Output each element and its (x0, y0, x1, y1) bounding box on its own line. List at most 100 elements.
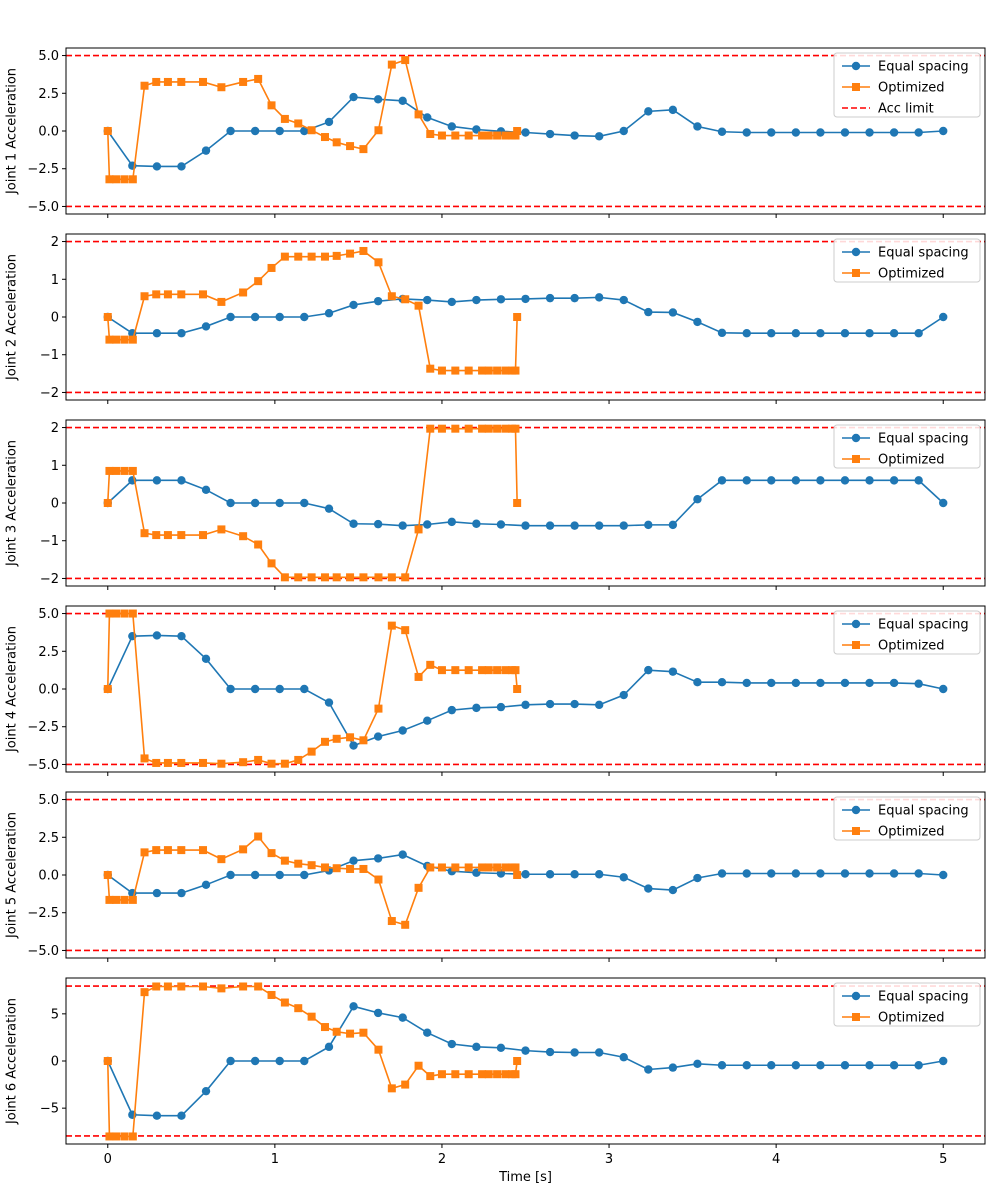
legend-label: Equal spacing (878, 432, 969, 447)
equal-point (423, 1028, 432, 1037)
equal-point (791, 1061, 801, 1070)
optimized-point (112, 335, 121, 344)
equal-point (889, 1061, 899, 1070)
optimized-point (414, 883, 423, 892)
legend-entry-equal-spacing: Equal spacing (842, 432, 969, 447)
optimized-point (464, 424, 473, 433)
optimized-point (112, 609, 121, 618)
equal-point (177, 476, 186, 485)
equal-point (373, 296, 383, 306)
optimized-point (359, 573, 368, 582)
optimized-point (451, 424, 460, 433)
legend: Equal spacing Optimized Acc limit (833, 52, 981, 118)
equal-point (889, 476, 899, 485)
legend-label: Equal spacing (878, 60, 969, 75)
y-axis-label: Joint 4 Acceleration (5, 626, 20, 753)
optimized-point (513, 871, 522, 879)
equal-point (840, 476, 850, 485)
y-tick-label: −1 (40, 348, 59, 363)
legend-swatch-marker (852, 269, 860, 277)
equal-point (398, 521, 407, 530)
optimized-point (163, 846, 172, 855)
equal-point (742, 1061, 751, 1070)
legend-entry-optimized: Optimized (842, 825, 945, 840)
equal-point (644, 884, 653, 893)
equal-point (939, 312, 948, 322)
equal-point (398, 1013, 407, 1022)
optimized-point (332, 734, 341, 743)
optimized-point (152, 531, 161, 540)
optimized-point (451, 1070, 460, 1079)
equal-point (767, 1061, 776, 1070)
optimized-point (280, 252, 289, 261)
equal-point (226, 126, 235, 136)
equal-point (152, 1111, 162, 1120)
optimized-point (511, 1070, 520, 1079)
optimized-point (484, 366, 493, 375)
legend-box (833, 982, 981, 1027)
equal-point (545, 870, 555, 879)
equal-point (324, 698, 334, 707)
equal-point (791, 128, 801, 137)
optimized-point (239, 77, 248, 86)
equal-point (177, 329, 186, 338)
equal-point (275, 684, 284, 694)
equal-point (767, 128, 776, 137)
equal-point (496, 295, 506, 304)
optimized-point (414, 525, 423, 534)
optimized-point (501, 131, 510, 140)
optimized-point (112, 895, 121, 904)
y-tick-label: −5 (40, 1102, 59, 1117)
optimized-point (120, 335, 129, 344)
optimized-point (359, 1028, 368, 1037)
y-tick-label: 0 (51, 311, 59, 326)
legend-label: Optimized (878, 1011, 945, 1026)
equal-point (472, 519, 481, 528)
y-tick-label: −5.0 (27, 944, 59, 959)
optimized-point (280, 573, 289, 582)
optimized-point (177, 758, 186, 767)
optimized-point (387, 292, 396, 301)
equal-point (742, 476, 751, 485)
equal-point (300, 312, 309, 322)
optimized-point (280, 759, 289, 768)
equal-point (472, 703, 481, 713)
equal-point (250, 126, 260, 136)
optimized-point (320, 863, 329, 872)
equal-point (840, 1061, 850, 1070)
equal-point (152, 476, 162, 485)
legend-label: Optimized (878, 639, 945, 654)
equal-point (717, 127, 727, 136)
optimized-point (163, 531, 172, 540)
optimized-point (217, 83, 226, 92)
optimized-point (426, 130, 435, 139)
optimized-point (451, 366, 460, 375)
optimized-point (493, 366, 502, 375)
equal-point (570, 521, 579, 530)
optimized-point (451, 131, 460, 140)
optimized-point (464, 366, 473, 375)
legend-entry-optimized: Optimized (842, 267, 945, 282)
optimized-point (501, 863, 510, 872)
y-axis-label: Joint 2 Acceleration (5, 254, 20, 381)
equal-point (521, 128, 530, 137)
y-tick-label: −1 (40, 534, 59, 549)
equal-point (865, 128, 874, 137)
equal-point (177, 1111, 186, 1120)
legend-swatch-marker (851, 61, 861, 71)
optimized-point (437, 366, 446, 375)
optimized-point (501, 666, 510, 675)
equal-point (594, 870, 604, 879)
equal-point (594, 293, 604, 302)
equal-point (300, 1056, 309, 1066)
optimized-point (437, 1070, 446, 1079)
optimized-point (112, 1132, 121, 1141)
optimized-point (120, 175, 129, 184)
optimized-point (254, 277, 263, 286)
optimized-point (332, 1027, 341, 1036)
optimized-point (478, 366, 487, 375)
equal-point (865, 476, 874, 485)
x-tick-label: 1 (271, 1152, 279, 1167)
equal-point (324, 117, 334, 127)
legend-entry-optimized: Optimized (842, 639, 945, 654)
